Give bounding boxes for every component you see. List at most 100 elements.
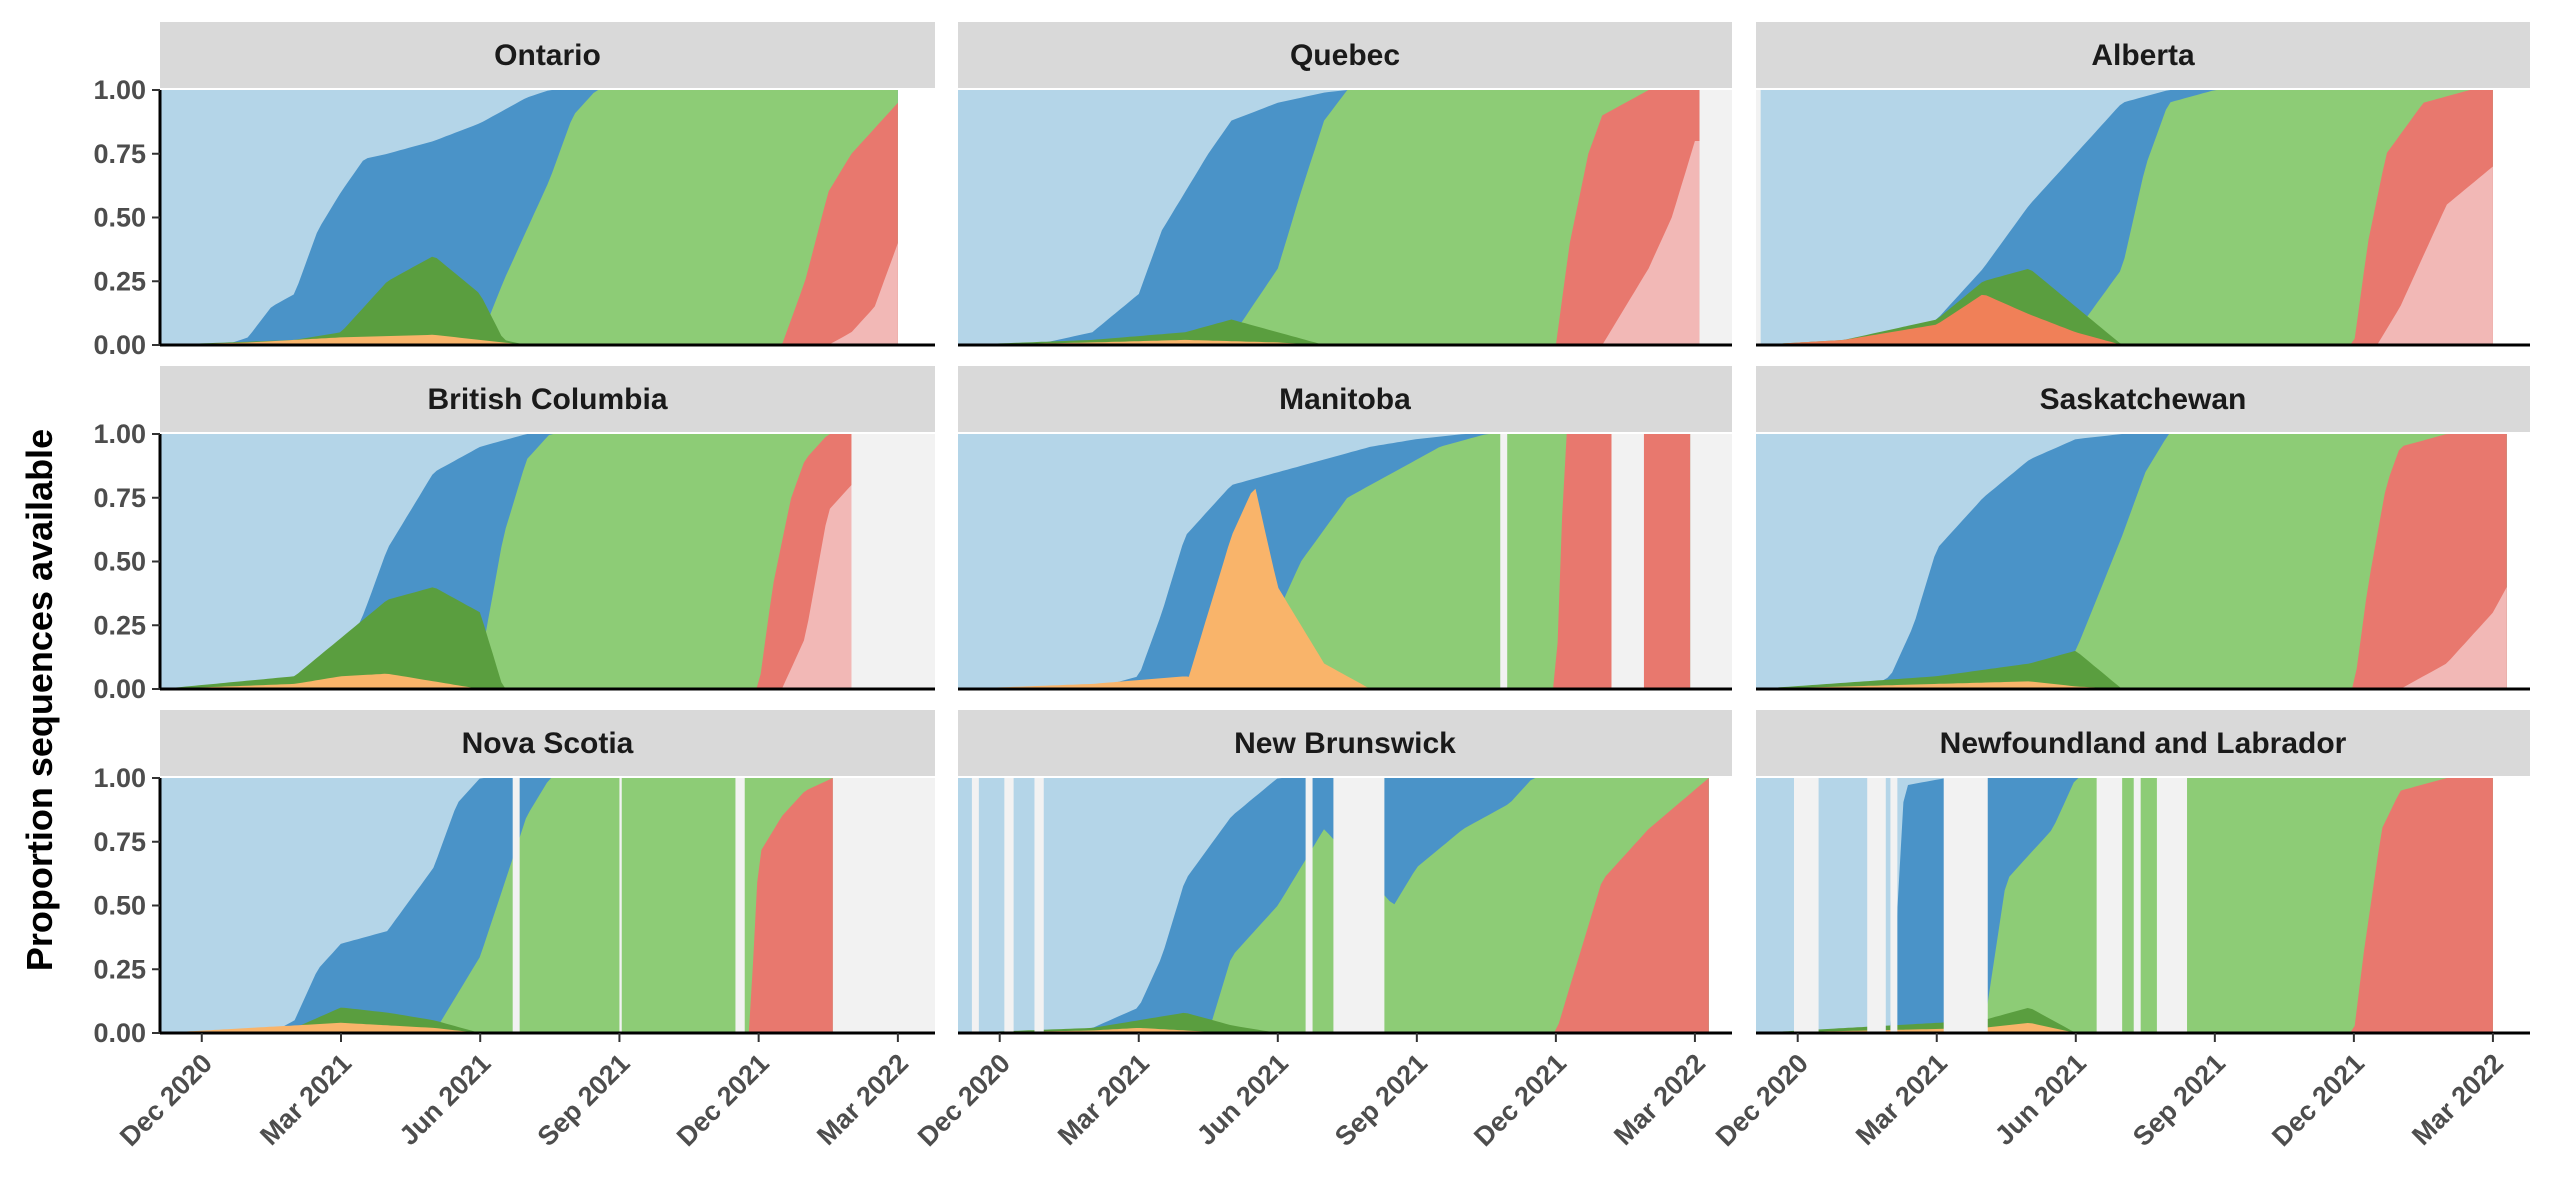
panel-ontario: Ontario 0.00 0.25 0.50 0.75 1.00 — [93, 22, 935, 360]
x-tick-label: Mar 2021 — [1052, 1048, 1155, 1151]
missing-data-band — [832, 778, 935, 1033]
missing-data-band — [619, 778, 622, 1033]
area-variant-small — [160, 673, 852, 689]
x-tick-label: Dec 2020 — [114, 1048, 218, 1152]
facet-title: Quebec — [1290, 39, 1400, 72]
missing-data-band — [2096, 778, 2123, 1033]
missing-data-band — [1690, 434, 1732, 689]
missing-data-band — [2156, 778, 2188, 1033]
missing-data-band — [1890, 778, 1898, 1033]
missing-data-band — [1305, 778, 1313, 1033]
missing-data-band — [1333, 778, 1385, 1033]
x-tick-label: Dec 2021 — [1468, 1048, 1572, 1152]
panel-newfoundland-and-labrador: Newfoundland and Labrador Dec 2020 Mar 202… — [1710, 710, 2530, 1152]
area-omicron-ba1 — [160, 778, 833, 1033]
area-delta — [1756, 90, 2493, 345]
area-variant-small — [1756, 1023, 2493, 1033]
y-tick-label: 0.25 — [93, 266, 146, 296]
area-omicron-ba2 — [958, 141, 1700, 345]
missing-data-band — [1611, 434, 1644, 689]
area-omicron-ba2 — [1756, 166, 2493, 345]
missing-data-band — [1034, 778, 1044, 1033]
facet-strip — [958, 366, 1732, 432]
panel-alberta: Alberta — [1756, 22, 2530, 347]
area-omicron-ba1 — [958, 778, 1709, 1033]
area-variant-small — [1756, 681, 2507, 689]
y-tick-label: 0.75 — [93, 483, 146, 513]
y-tick-label: 0.50 — [93, 203, 146, 233]
x-tick-label: Dec 2021 — [2266, 1048, 2370, 1152]
facet-strip — [1756, 366, 2530, 432]
area-delta — [958, 434, 1691, 689]
facet-title: Nova Scotia — [462, 727, 634, 760]
panel-manitoba: Manitoba — [958, 366, 1732, 691]
facet-strip — [160, 22, 935, 88]
facet-strip — [1756, 22, 2530, 88]
area-variant-small — [160, 1022, 833, 1033]
facet-strip — [1756, 710, 2530, 776]
panels-group: Ontario 0.00 0.25 0.50 0.75 1.00 Quebec Alberta… — [93, 22, 2530, 1152]
x-tick-label: Sep 2021 — [1329, 1048, 1433, 1152]
area-variant-minor — [1756, 1008, 2493, 1033]
x-tick-label: Jun 2021 — [1191, 1048, 1294, 1151]
y-tick-label: 1.00 — [93, 763, 146, 793]
area-variant-minor — [958, 319, 1700, 345]
y-tick-label: 0.75 — [93, 827, 146, 857]
y-tick-label: 0.25 — [93, 610, 146, 640]
area-delta — [160, 778, 833, 1033]
facet-title: Alberta — [2091, 39, 2195, 72]
area-delta — [160, 434, 852, 689]
area-delta — [958, 778, 1709, 1033]
panel-new-brunswick: New Brunswick Dec 2020 Mar 2021 Jun 2021 Sep… — [912, 710, 1732, 1152]
facet-title: Ontario — [494, 39, 601, 72]
facet-strip — [958, 22, 1732, 88]
x-tick-label: Mar 2021 — [1850, 1048, 1953, 1151]
panel-nova-scotia: Nova Scotia 0.00 0.25 0.50 0.75 1.00 Dec 2020 M… — [93, 710, 935, 1152]
x-tick-label: Dec 2020 — [1710, 1048, 1814, 1152]
x-tick-label: Mar 2021 — [254, 1048, 357, 1151]
area-omicron-ba1 — [1756, 778, 2493, 1033]
facet-title: Manitoba — [1279, 383, 1411, 416]
missing-data-band — [1500, 434, 1508, 689]
missing-data-band — [851, 434, 935, 689]
x-tick-label: Mar 2022 — [2406, 1048, 2509, 1151]
x-tick-label: Dec 2020 — [912, 1048, 1016, 1152]
x-tick-label: Mar 2022 — [811, 1048, 914, 1151]
area-omicron-ba2 — [1756, 587, 2507, 689]
area-delta — [1756, 778, 2493, 1033]
y-tick-label: 0.25 — [93, 954, 146, 984]
area-variant-small — [160, 334, 898, 345]
missing-data-band — [1867, 778, 1886, 1033]
x-tick-label: Jun 2021 — [1989, 1048, 2092, 1151]
area-omicron-ba1 — [160, 102, 898, 345]
area-variant-minor — [160, 587, 852, 689]
y-tick-label: 0.75 — [93, 139, 146, 169]
facet-strip — [160, 710, 935, 776]
panel-british-columbia: British Columbia 0.00 0.25 0.50 0.75 1.00 — [93, 366, 935, 704]
missing-data-band — [1794, 778, 1819, 1033]
x-tick-label: Sep 2021 — [532, 1048, 636, 1152]
y-tick-label: 0.00 — [93, 330, 146, 360]
panel-quebec: Quebec — [958, 22, 1732, 347]
x-tick-label: Dec 2021 — [671, 1048, 775, 1152]
x-tick-label: Mar 2022 — [1608, 1048, 1711, 1151]
missing-data-band — [1943, 778, 1988, 1033]
y-axis-label: Proportion sequences available — [19, 429, 60, 971]
area-delta — [958, 90, 1700, 345]
area-omicron-ba1 — [1756, 434, 2507, 689]
x-tick-label: Jun 2021 — [394, 1048, 497, 1151]
y-tick-label: 0.50 — [93, 891, 146, 921]
facet-title: New Brunswick — [1234, 727, 1456, 760]
area-variant-minor — [1756, 650, 2507, 689]
y-tick-label: 0.50 — [93, 547, 146, 577]
x-tick-label: Sep 2021 — [2127, 1048, 2231, 1152]
y-tick-label: 0.00 — [93, 1018, 146, 1048]
area-delta — [1756, 434, 2507, 689]
facet-strip — [160, 366, 935, 432]
facet-strip — [958, 710, 1732, 776]
facet-title: British Columbia — [427, 383, 667, 416]
facet-title: Newfoundland and Labrador — [1940, 727, 2347, 760]
missing-data-band — [2133, 778, 2141, 1033]
facet-title: Saskatchewan — [2040, 383, 2247, 416]
